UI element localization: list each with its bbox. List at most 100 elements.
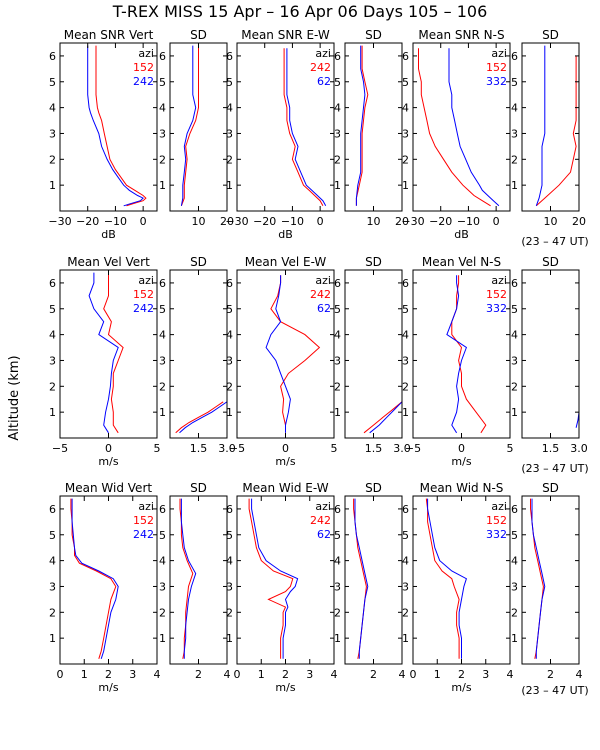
x-tick-label: 3.0 xyxy=(218,442,236,455)
panel-title: SD xyxy=(542,28,559,42)
panel-8: SD 1 2 3 4 5 6 1.5 3.0 xyxy=(159,255,236,455)
series-line-62 xyxy=(369,401,402,434)
x-tick-label: 2 xyxy=(195,668,202,681)
y-tick-label: 4 xyxy=(511,102,518,115)
panel-series-group xyxy=(353,498,369,659)
legend-title: azi xyxy=(315,500,331,513)
y-tick-label: 2 xyxy=(511,380,518,393)
y-tick-label: 5 xyxy=(49,76,56,89)
legend-entry: 152 xyxy=(133,514,154,527)
x-tick-label: 2 xyxy=(370,668,377,681)
panel-4: SD 1 2 3 4 5 6 10 20 xyxy=(334,28,409,228)
x-tick-label: −5 xyxy=(52,442,68,455)
x-tick-label: −20 xyxy=(253,215,276,228)
y-tick-label: 4 xyxy=(334,329,341,342)
y-tick-label: 5 xyxy=(49,529,56,542)
y-tick-label: 1 xyxy=(159,406,166,419)
panel-frame xyxy=(236,42,335,212)
panel-12: SD 1 2 3 4 5 6 1.5 3.0 xyxy=(511,255,588,455)
y-tick-label: 4 xyxy=(402,329,409,342)
y-tick-label: 3 xyxy=(159,354,166,367)
series-line-242 xyxy=(283,48,324,207)
panel-title: Mean Wid N-S xyxy=(420,481,504,495)
x-tick-label: −20 xyxy=(429,215,452,228)
y-tick-label: 4 xyxy=(511,329,518,342)
y-tick-label: 1 xyxy=(511,179,518,192)
legend-entry: 242 xyxy=(310,288,331,301)
panel-frame xyxy=(521,495,580,665)
x-tick-label: 2 xyxy=(458,668,465,681)
x-tick-label: 4 xyxy=(224,668,231,681)
panel-2: SD 1 2 3 4 5 6 10 20 xyxy=(159,28,234,228)
series-line-62 xyxy=(286,48,327,207)
panel-title: SD xyxy=(190,255,207,269)
y-tick-label: 2 xyxy=(402,380,409,393)
series-line-152 xyxy=(425,498,460,659)
x-tick-label: 10 xyxy=(367,215,381,228)
y-tick-label: 1 xyxy=(511,632,518,645)
y-tick-label: 2 xyxy=(511,153,518,166)
panel-frame xyxy=(521,269,580,439)
x-tick-label: −5 xyxy=(405,442,421,455)
panel-18: SD 1 2 3 4 5 6 2 4 xyxy=(511,481,583,681)
legend-title: azi xyxy=(138,500,154,513)
series-line-152 xyxy=(95,45,147,207)
panel-series-group xyxy=(418,48,500,207)
y-tick-label: 6 xyxy=(226,503,233,516)
series-line-332 xyxy=(531,498,546,659)
y-tick-label: 2 xyxy=(402,153,409,166)
panel-frame xyxy=(59,42,158,212)
x-tick-label: 10 xyxy=(544,215,558,228)
x-tick-label: −10 xyxy=(104,215,127,228)
y-tick-label: 2 xyxy=(226,606,233,619)
y-tick-label: 6 xyxy=(49,503,56,516)
series-line-152 xyxy=(451,275,487,434)
y-tick-label: 2 xyxy=(334,606,341,619)
series-line-242 xyxy=(180,498,197,659)
y-tick-label: 2 xyxy=(159,380,166,393)
x-tick-label: 0 xyxy=(282,442,289,455)
y-tick-label: 6 xyxy=(226,277,233,290)
y-tick-label: 3 xyxy=(49,580,56,593)
series-line-242 xyxy=(270,275,321,433)
y-tick-label: 3 xyxy=(402,354,409,367)
panel-frame xyxy=(412,42,511,212)
legend-entry: 62 xyxy=(317,302,331,315)
panel-frame xyxy=(344,42,403,212)
x-tick-label: 5 xyxy=(154,442,161,455)
y-tick-label: 6 xyxy=(159,277,166,290)
x-tick-label: 0 xyxy=(458,442,465,455)
panel-title: SD xyxy=(365,255,382,269)
y-tick-label: 2 xyxy=(511,606,518,619)
x-tick-label: 3.0 xyxy=(570,442,588,455)
x-axis-label: m/s xyxy=(98,455,118,468)
y-tick-label: 4 xyxy=(226,555,233,568)
y-tick-label: 1 xyxy=(402,632,409,645)
y-tick-label: 2 xyxy=(226,153,233,166)
legend-title: azi xyxy=(315,274,331,287)
y-tick-label: 6 xyxy=(49,277,56,290)
y-tick-label: 2 xyxy=(159,606,166,619)
x-tick-label: −30 xyxy=(225,215,248,228)
panel-title: Mean Wid Vert xyxy=(65,481,152,495)
x-tick-label: 4 xyxy=(576,668,583,681)
series-line-152 xyxy=(175,401,224,434)
legend-entry: 242 xyxy=(310,514,331,527)
y-tick-label: 2 xyxy=(226,380,233,393)
x-tick-label: 2 xyxy=(282,668,289,681)
legend-entry: 152 xyxy=(486,514,507,527)
x-tick-label: 1 xyxy=(258,668,265,681)
y-tick-label: 2 xyxy=(159,153,166,166)
y-tick-label: 6 xyxy=(511,50,518,63)
y-tick-label: 3 xyxy=(511,127,518,140)
y-tick-label: 5 xyxy=(511,303,518,316)
series-line-62 xyxy=(354,498,369,659)
y-tick-label: 6 xyxy=(402,277,409,290)
panel-series-group xyxy=(179,498,197,659)
legend-entry: 242 xyxy=(310,61,331,74)
